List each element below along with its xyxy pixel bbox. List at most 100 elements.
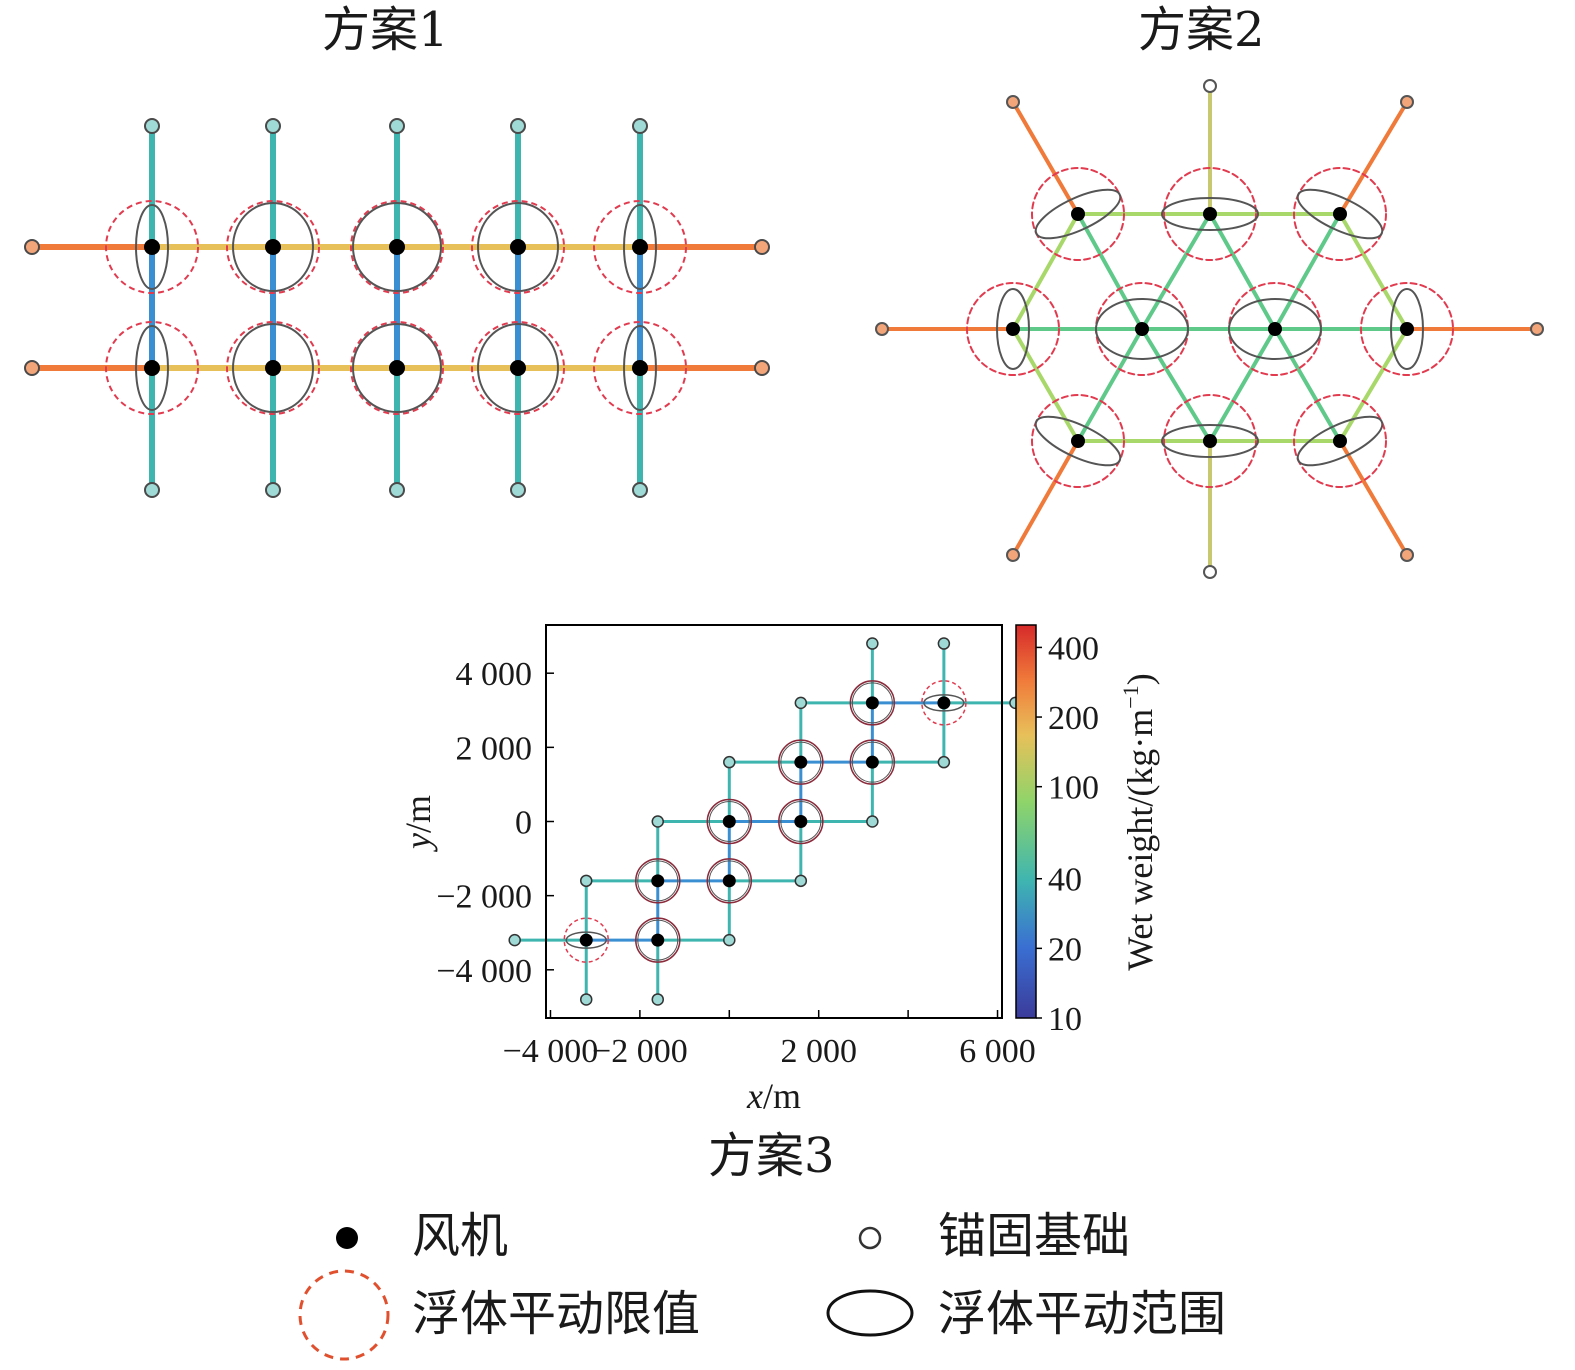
range-ellipse: [1034, 188, 1122, 240]
colorbar-ticks: 400 200 100 40 20 10: [1036, 630, 1099, 1038]
scheme2-line: [1011, 439, 1080, 557]
x-tick-label: 2 000: [780, 1033, 857, 1070]
range-ellipse: [851, 682, 893, 724]
scheme2-line: [1208, 212, 1277, 331]
scheme2-title: 方案2: [1138, 2, 1265, 58]
anchor: [632, 118, 648, 134]
legend-range-marker: [826, 1289, 914, 1337]
scheme3-ranges: [565, 682, 965, 961]
scheme2-inner-lines: [1011, 212, 1409, 443]
turbine: [1006, 322, 1020, 336]
range-ellipse: [780, 801, 822, 842]
turbine: [1071, 207, 1085, 221]
limit-circle: [635, 858, 681, 904]
x-tick-label: −4 000: [503, 1033, 599, 1070]
y-tick-label: 2 000: [456, 730, 533, 767]
y-tick-label: −2 000: [436, 879, 532, 916]
range-ellipse: [923, 694, 965, 712]
range-ellipse: [135, 325, 169, 411]
turbine: [1203, 434, 1217, 448]
anchor: [265, 482, 281, 498]
turbine: [1135, 322, 1149, 336]
anchor: [265, 118, 281, 134]
range-ellipse: [352, 323, 442, 413]
limit-circle: [966, 282, 1060, 376]
limit-circle: [1031, 167, 1125, 261]
legend-anchor-label: 锚固基础: [938, 1208, 1131, 1264]
range-ellipse: [623, 325, 657, 411]
turbine: [510, 239, 526, 255]
anchor: [794, 696, 808, 710]
y-tick-label: 0: [515, 805, 532, 842]
range-ellipse: [232, 202, 314, 292]
scheme2-line: [1011, 100, 1080, 216]
scheme3-limits: [563, 680, 967, 963]
scheme1-turbines: [144, 239, 648, 376]
range-ellipse: [637, 919, 679, 961]
anchor: [579, 874, 593, 888]
anchor: [866, 815, 879, 828]
anchor: [875, 322, 889, 336]
anchor: [794, 874, 808, 888]
range-ellipse: [477, 202, 559, 292]
range-ellipse: [1296, 415, 1384, 467]
range-ellipse: [1161, 197, 1259, 231]
turbine: [794, 815, 808, 828]
turbine: [1268, 322, 1282, 336]
turbine: [389, 360, 405, 376]
limit-circle: [1163, 167, 1257, 261]
anchor: [1530, 322, 1544, 336]
turbine: [1400, 322, 1414, 336]
scheme1-mooring-lines: [29, 123, 765, 493]
limit-circle: [1360, 282, 1454, 376]
turbine: [632, 360, 648, 376]
scheme2-line: [1140, 212, 1212, 331]
scheme2-line: [1273, 212, 1342, 331]
legend-limit-label: 浮体平动限值: [412, 1286, 701, 1342]
range-ellipse: [1034, 415, 1122, 467]
turbine: [865, 755, 879, 769]
turbine: [722, 874, 736, 888]
turbine: [937, 696, 951, 710]
scheme2-line: [1076, 327, 1144, 443]
y-axis-label: y/m: [398, 795, 438, 852]
range-ellipse: [996, 288, 1030, 370]
anchor: [389, 482, 405, 498]
anchor: [389, 118, 405, 134]
scheme2-line: [1273, 327, 1342, 443]
turbine: [651, 933, 665, 947]
anchor: [1400, 548, 1414, 562]
range-ellipse: [352, 202, 442, 292]
scheme3-mooring-lines: [514, 643, 1016, 1000]
limit-circle: [849, 739, 896, 785]
turbine: [579, 933, 593, 947]
turbine: [265, 360, 281, 376]
anchor: [937, 755, 951, 769]
scheme2-line: [1076, 212, 1144, 331]
anchor: [866, 637, 879, 650]
anchor: [144, 482, 160, 498]
scheme3-turbines: [579, 696, 951, 947]
turbine: [865, 696, 879, 710]
scheme2-outer-lines: [880, 84, 1539, 574]
legend-anchor-marker: [858, 1226, 882, 1250]
turbine: [144, 239, 160, 255]
scheme2-line: [1338, 439, 1409, 557]
colorbar-tick-label: 20: [1048, 931, 1082, 968]
colorbar-tick-label: 100: [1048, 770, 1099, 807]
turbine: [1333, 207, 1347, 221]
turbine: [144, 360, 160, 376]
anchor: [1203, 565, 1217, 579]
colorbar-label: Wet weight/(kg·m−1): [1118, 673, 1160, 970]
scheme3-title: 方案3: [708, 1128, 835, 1184]
limit-circle: [1031, 394, 1125, 488]
colorbar-tick-label: 400: [1048, 630, 1099, 667]
legend-turbine-marker: [336, 1227, 358, 1249]
range-ellipse: [708, 860, 750, 902]
y-tick-label: −4 000: [436, 953, 532, 990]
legend-turbine-label: 风机: [412, 1208, 509, 1264]
legend-limit-marker: [298, 1269, 390, 1361]
limit-circle: [706, 858, 753, 904]
limit-circle: [778, 798, 824, 845]
